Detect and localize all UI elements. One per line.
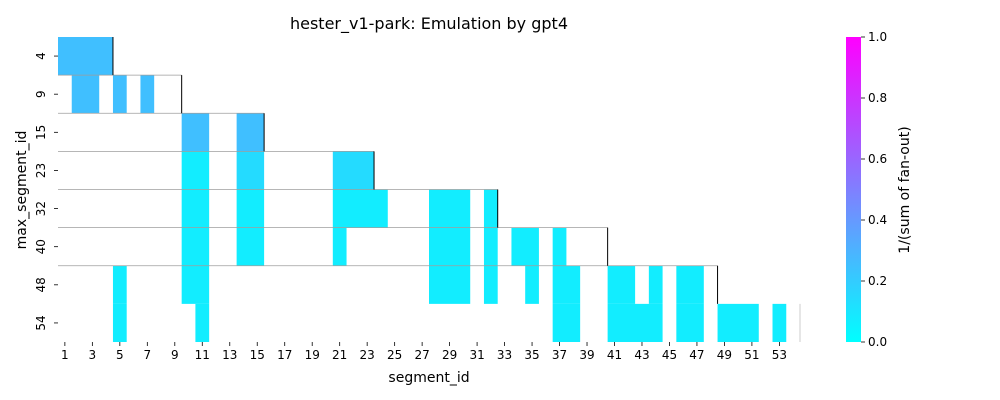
- y-axis-ticks: 4 9 15 23 32 40 48 54: [34, 52, 58, 331]
- x-tick-label: 47: [689, 348, 704, 362]
- x-tick-label: 27: [414, 348, 429, 362]
- y-tick-label: 4: [34, 52, 48, 60]
- x-axis-label: segment_id: [388, 370, 469, 386]
- heatmap-cell: [236, 113, 265, 152]
- x-axis-ticks: 1 3 5 7 9 11 13 15 17 19 21 23 25 27 29 31 33 35 37 39 41 43 4…: [61, 342, 787, 362]
- heatmap-cell: [58, 37, 113, 76]
- colorbar-ticks: 0.0 0.2 0.4 0.6 0.8 1.0: [861, 30, 887, 349]
- heatmap-cell: [676, 265, 704, 304]
- heatmap-cell: [648, 265, 663, 304]
- heatmap-cell: [236, 189, 265, 228]
- heatmap-cell: [181, 265, 210, 304]
- x-tick-label: 37: [552, 348, 567, 362]
- heatmap-cell: [772, 303, 787, 342]
- heatmap-cell: [552, 303, 581, 342]
- heatmap-cell: [112, 75, 127, 114]
- colorbar-tick-label: 1.0: [868, 30, 887, 44]
- x-tick-label: 41: [607, 348, 622, 362]
- colorbar-tick-label: 0.4: [868, 213, 887, 227]
- x-tick-label: 49: [717, 348, 732, 362]
- heatmap-cell: [332, 189, 388, 228]
- colorbar-tick-label: 0.8: [868, 91, 887, 105]
- heatmap-cell: [717, 303, 759, 342]
- heatmap-cell: [181, 227, 210, 266]
- colorbar-label: 1/(sum of fan-out): [897, 126, 913, 253]
- x-tick-label: 21: [332, 348, 347, 362]
- heatmap-cell: [552, 227, 567, 266]
- x-tick-label: 33: [497, 348, 512, 362]
- heatmap-cell: [181, 113, 210, 152]
- heatmap-cell: [429, 189, 471, 228]
- y-axis-label: max_segment_id: [14, 131, 30, 250]
- heatmap-cell: [112, 265, 127, 304]
- x-tick-label: 51: [744, 348, 759, 362]
- x-tick-label: 23: [360, 348, 375, 362]
- heatmap-cell: [181, 189, 210, 228]
- heatmap-cell: [483, 227, 498, 266]
- heatmap-cell: [332, 151, 375, 190]
- heatmap-cell: [195, 303, 210, 342]
- x-tick-label: 39: [579, 348, 594, 362]
- y-tick-label: 23: [34, 163, 48, 178]
- x-tick-label: 25: [387, 348, 402, 362]
- heatmap-cell: [607, 303, 663, 342]
- x-tick-label: 3: [89, 348, 97, 362]
- x-tick-label: 29: [442, 348, 457, 362]
- x-tick-label: 17: [277, 348, 292, 362]
- heatmap-cell: [332, 227, 347, 266]
- heatmap-cell: [511, 227, 539, 266]
- colorbar-tick-label: 0.6: [868, 152, 887, 166]
- x-tick-label: 53: [772, 348, 787, 362]
- y-tick-label: 48: [34, 277, 48, 292]
- colorbar: [846, 37, 861, 342]
- x-tick-label: 5: [116, 348, 124, 362]
- y-tick-label: 54: [34, 315, 48, 330]
- x-tick-label: 9: [171, 348, 179, 362]
- heatmap-cell: [525, 265, 539, 304]
- heatmap-cell: [483, 265, 498, 304]
- heatmap-cell: [236, 151, 265, 190]
- x-tick-label: 15: [250, 348, 265, 362]
- group-marker-lines: [112, 37, 801, 342]
- heatmap-cells: [58, 37, 787, 342]
- heatmap-cell: [607, 265, 636, 304]
- x-tick-label: 1: [61, 348, 69, 362]
- y-tick-label: 9: [34, 90, 48, 98]
- heatmap-cell: [429, 227, 471, 266]
- heatmap-cell: [483, 189, 498, 228]
- y-tick-label: 15: [34, 125, 48, 140]
- x-tick-label: 43: [634, 348, 649, 362]
- colorbar-tick-label: 0.2: [868, 274, 887, 288]
- x-tick-label: 7: [143, 348, 151, 362]
- x-tick-label: 31: [469, 348, 484, 362]
- heatmap-cell: [181, 151, 210, 190]
- colorbar-tick-label: 0.0: [868, 335, 887, 349]
- x-tick-label: 13: [222, 348, 237, 362]
- heatmap-cell: [429, 265, 471, 304]
- y-tick-label: 32: [34, 201, 48, 216]
- heatmap-cell: [140, 75, 155, 114]
- x-tick-label: 35: [524, 348, 539, 362]
- chart-title: hester_v1-park: Emulation by gpt4: [290, 14, 568, 34]
- x-tick-label: 45: [662, 348, 677, 362]
- heatmap-cell: [236, 227, 265, 266]
- heatmap-cell: [552, 265, 581, 304]
- row-boundary-lines: [58, 74, 718, 267]
- x-tick-label: 11: [195, 348, 210, 362]
- heatmap-cell: [71, 75, 100, 114]
- x-tick-label: 19: [305, 348, 320, 362]
- heatmap-cell: [112, 303, 127, 342]
- y-tick-label: 40: [34, 239, 48, 254]
- heatmap-cell: [676, 303, 704, 342]
